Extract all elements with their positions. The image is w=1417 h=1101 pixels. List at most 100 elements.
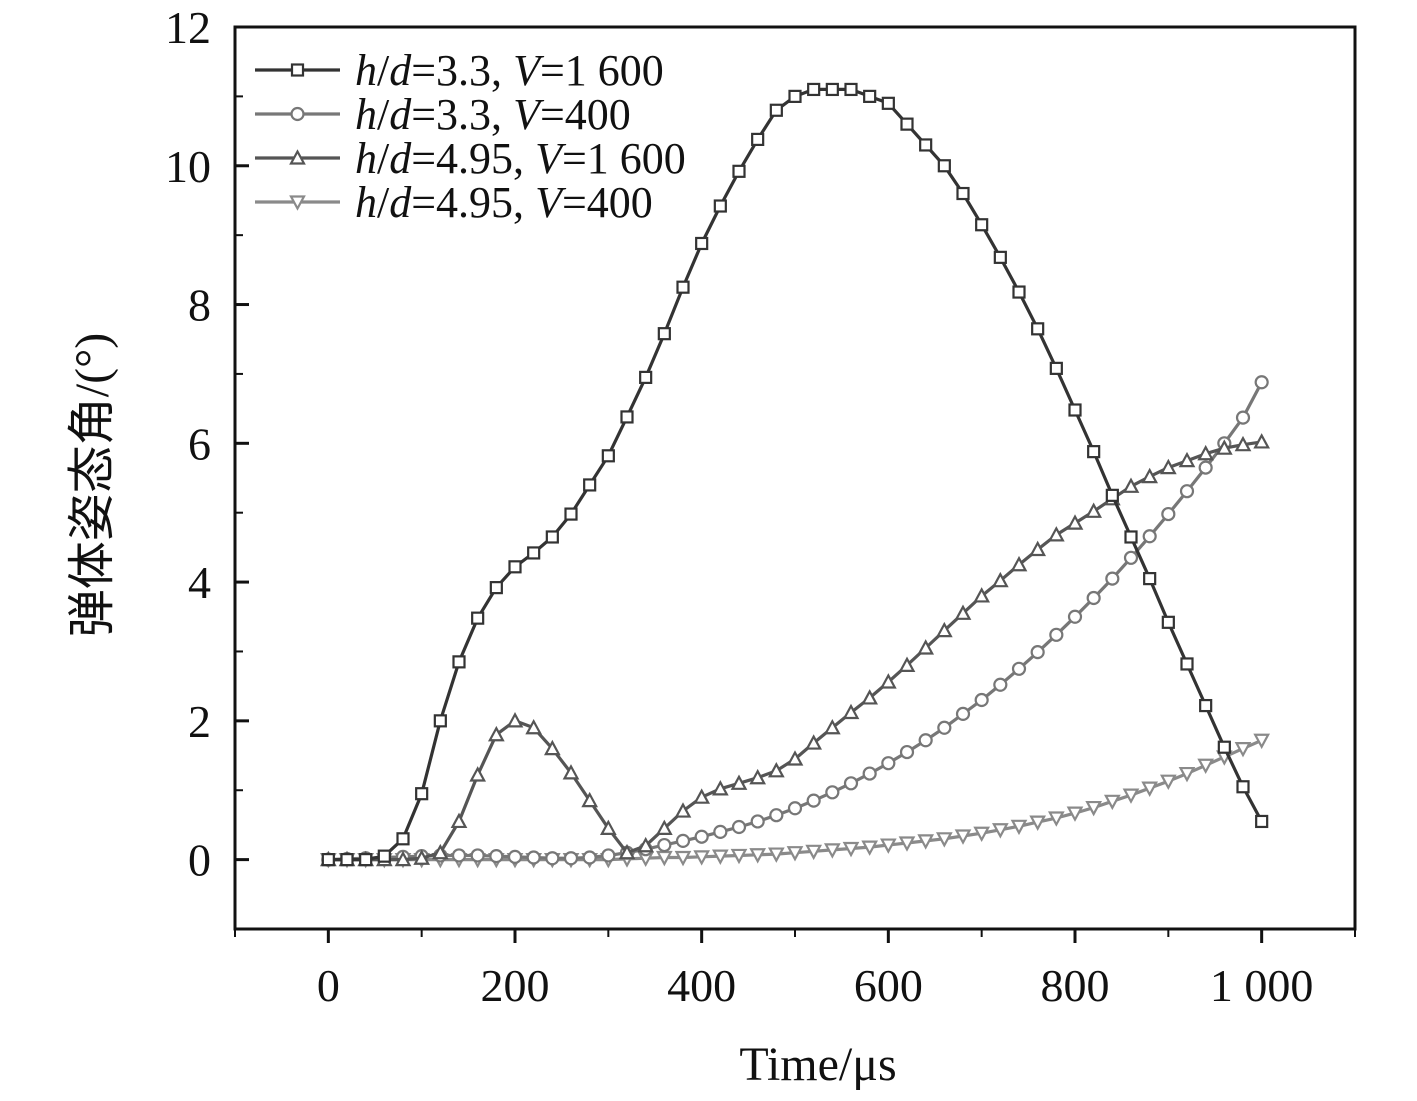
series-line	[328, 381, 1264, 862]
data-point	[396, 832, 410, 846]
x-axis: 0 200 400 600 800 1 000	[234, 929, 1356, 1011]
data-point	[1047, 526, 1065, 542]
data-point	[750, 814, 765, 829]
data-point	[879, 673, 897, 689]
legend-item-1: h/d=3.3, V=1 600	[255, 46, 664, 95]
data-point	[695, 236, 709, 251]
data-point	[975, 218, 989, 232]
data-point	[899, 744, 915, 760]
data-point	[1141, 781, 1159, 797]
legend-label: h/d=4.95, V=1 600	[355, 134, 686, 183]
legend-label: h/d=4.95, V=400	[355, 178, 653, 227]
data-point	[526, 850, 541, 865]
data-point	[917, 834, 935, 850]
legend-label: h/d=3.3, V=400	[355, 90, 631, 139]
data-point	[1122, 788, 1140, 804]
data-point	[564, 507, 578, 521]
data-point	[1047, 811, 1065, 827]
data-point	[991, 823, 1009, 839]
data-point	[825, 82, 839, 97]
data-point	[1199, 698, 1213, 713]
legend-marker	[290, 63, 305, 77]
x-tick-label: 200	[481, 960, 550, 1011]
data-point	[340, 853, 354, 867]
data-point	[1215, 439, 1233, 455]
data-point	[1178, 451, 1196, 468]
data-point	[749, 768, 767, 785]
data-point	[993, 677, 1008, 692]
data-point	[562, 764, 580, 780]
y-axis: 0 2 4 6 8 10 12	[165, 2, 249, 930]
y-tick-label: 4	[188, 557, 211, 608]
data-point	[1103, 794, 1121, 811]
data-point	[1161, 615, 1175, 629]
data-point	[415, 787, 429, 801]
data-point	[1012, 285, 1026, 299]
data-point	[1159, 774, 1177, 791]
y-tick-label: 6	[188, 418, 211, 469]
data-point	[1255, 814, 1269, 829]
data-point	[1142, 529, 1157, 544]
legend-label: h/d=3.3, V=1 600	[355, 46, 664, 95]
data-point	[1049, 627, 1064, 642]
x-tick-label: 400	[667, 960, 736, 1011]
data-point	[1236, 780, 1250, 794]
data-point	[1235, 410, 1251, 425]
data-point	[694, 829, 709, 844]
data-point	[881, 756, 896, 771]
data-point	[377, 849, 391, 863]
y-axis-title: 弹体姿态角/(°)	[66, 333, 119, 638]
data-point	[861, 840, 879, 856]
data-point	[655, 819, 673, 835]
data-point	[842, 841, 860, 858]
y-tick-label: 2	[188, 696, 211, 747]
data-point	[581, 791, 599, 808]
data-point	[1143, 572, 1157, 586]
data-point	[583, 478, 597, 492]
data-point	[935, 621, 953, 638]
x-axis-title: Time/μs	[739, 1038, 896, 1091]
data-point	[1124, 530, 1138, 544]
data-point	[1011, 661, 1027, 676]
series-layer	[319, 82, 1271, 869]
data-point	[954, 604, 972, 620]
data-point	[489, 581, 503, 595]
data-point	[470, 848, 485, 863]
data-point	[527, 546, 541, 560]
data-point	[452, 655, 466, 669]
data-point	[973, 587, 991, 603]
data-point	[973, 826, 991, 843]
series-3	[319, 433, 1271, 867]
legend-marker	[289, 195, 306, 211]
data-point	[1010, 555, 1028, 572]
data-point	[1085, 800, 1103, 817]
y-tick-label: 0	[188, 835, 211, 886]
data-point	[693, 850, 711, 866]
data-point	[879, 838, 897, 854]
data-point	[1253, 433, 1271, 449]
data-point	[1068, 403, 1082, 417]
data-point	[1066, 806, 1084, 822]
data-point	[805, 844, 823, 861]
data-point	[1086, 590, 1101, 606]
data-point	[601, 449, 615, 463]
data-point	[749, 848, 767, 864]
data-point	[805, 734, 823, 750]
y-tick-label: 8	[188, 280, 211, 331]
data-point	[545, 530, 559, 544]
data-point	[1254, 375, 1269, 390]
data-point	[863, 89, 877, 103]
data-point	[767, 761, 785, 778]
data-point	[433, 714, 447, 728]
data-point	[1087, 445, 1101, 459]
data-point	[751, 132, 765, 147]
data-point	[786, 750, 804, 766]
data-point	[806, 793, 821, 808]
data-point	[937, 720, 952, 735]
data-point	[674, 802, 692, 818]
data-point	[1066, 514, 1084, 530]
data-point	[843, 776, 859, 791]
x-tick-label: 600	[854, 960, 923, 1011]
